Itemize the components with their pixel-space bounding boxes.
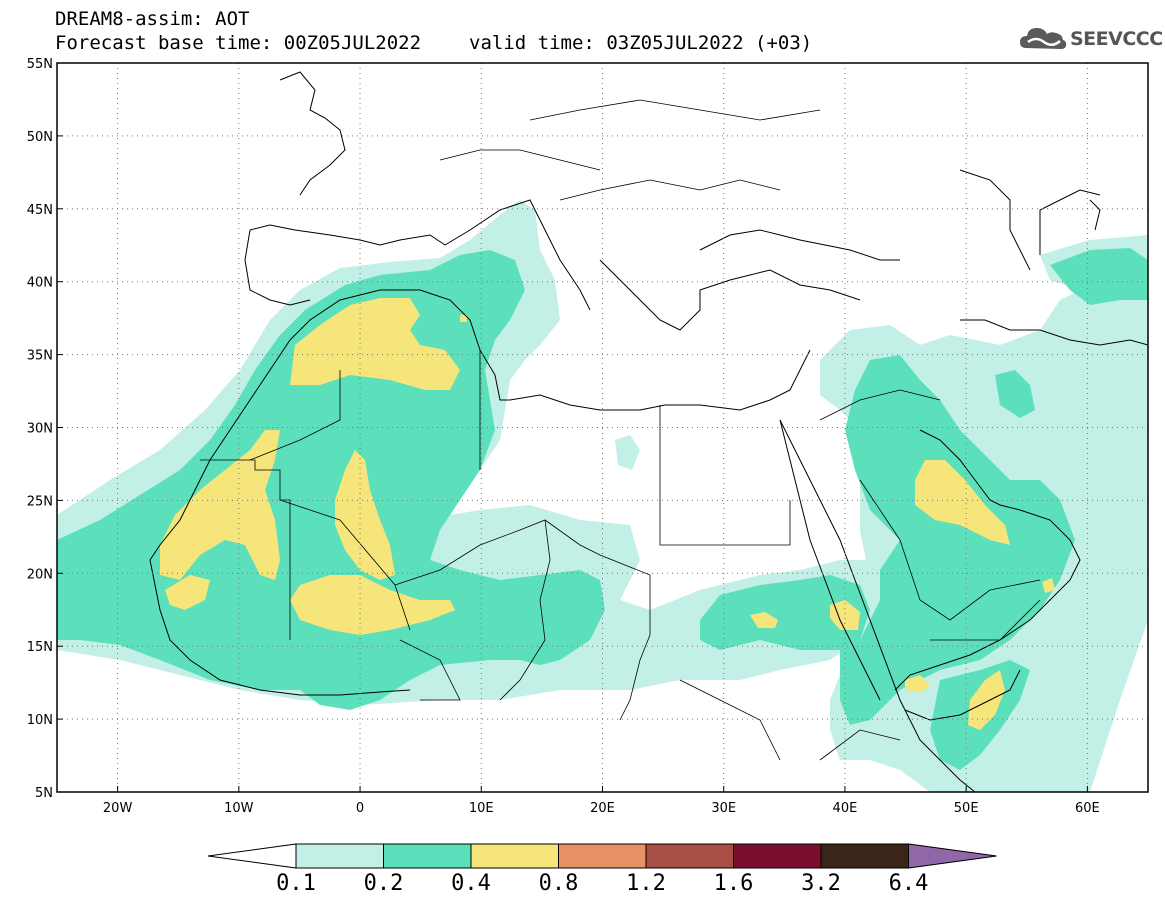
lat-label: 45N bbox=[27, 203, 53, 218]
lon-label: 30E bbox=[711, 801, 736, 816]
cloud-logo-icon bbox=[1020, 28, 1067, 49]
colorbar-swatch bbox=[383, 843, 472, 869]
colorbar-swatch bbox=[820, 843, 909, 869]
coastlines bbox=[149, 71, 1148, 792]
lon-label: 20W bbox=[103, 801, 133, 816]
country-borders bbox=[200, 99, 1041, 761]
lon-label: 50E bbox=[954, 801, 979, 816]
colorbar-label: 3.2 bbox=[801, 871, 841, 896]
lat-label: 40N bbox=[27, 276, 53, 291]
lon-label: 60E bbox=[1075, 801, 1100, 816]
colorbar-swatch bbox=[733, 843, 822, 869]
lon-label: 40E bbox=[833, 801, 858, 816]
lon-label: 0 bbox=[356, 801, 364, 816]
latitude-labels: 55N 50N 45N 40N 35N 30N 25N 20N 15N 10N 5N bbox=[27, 57, 63, 801]
colorbar-over-arrow bbox=[908, 843, 997, 869]
lat-label: 20N bbox=[27, 567, 53, 582]
colorbar-label: 0.2 bbox=[364, 871, 404, 896]
lat-label: 10N bbox=[27, 713, 53, 728]
colorbar-swatch bbox=[558, 843, 647, 869]
colorbar-label: 0.4 bbox=[451, 871, 491, 896]
lat-label: 15N bbox=[27, 640, 53, 655]
chart-title: DREAM8-assim: AOT bbox=[55, 8, 250, 30]
lon-label: 10W bbox=[224, 801, 254, 816]
seevccc-logo: SEEVCCC bbox=[1018, 22, 1163, 56]
lon-label: 10E bbox=[469, 801, 494, 816]
colorbar-label: 6.4 bbox=[889, 871, 929, 896]
colorbar-label: 0.1 bbox=[276, 871, 316, 896]
aot-fields bbox=[57, 200, 1148, 792]
colorbar-swatch bbox=[295, 843, 384, 869]
base-time: Forecast base time: 00Z05JUL2022 bbox=[55, 32, 422, 54]
lat-label: 5N bbox=[35, 786, 53, 801]
lat-label: 25N bbox=[27, 494, 53, 509]
colorbar bbox=[207, 843, 997, 869]
colorbar-label: 1.2 bbox=[626, 871, 666, 896]
colorbar-under-arrow bbox=[207, 843, 297, 869]
lat-label: 30N bbox=[27, 422, 53, 437]
colorbar-labels: 0.1 0.2 0.4 0.8 1.2 1.6 3.2 6.4 bbox=[276, 871, 928, 896]
logo-text: SEEVCCC bbox=[1070, 28, 1163, 50]
lon-label: 20E bbox=[590, 801, 615, 816]
valid-time: valid time: 03Z05JUL2022 (+03) bbox=[469, 32, 813, 54]
colorbar-label: 0.8 bbox=[539, 871, 579, 896]
aot-level-0-4 bbox=[160, 298, 1055, 730]
colorbar-swatch bbox=[470, 843, 559, 869]
colorbar-label: 1.6 bbox=[714, 871, 754, 896]
longitude-labels: 20W 10W 0 10E 20E 30E 40E 50E 60E bbox=[103, 786, 1100, 816]
lat-label: 35N bbox=[27, 349, 53, 364]
colorbar-swatch bbox=[645, 843, 734, 869]
time-info: Forecast base time: 00Z05JUL2022 valid ti… bbox=[55, 32, 812, 54]
lat-label: 55N bbox=[27, 57, 53, 72]
lat-label: 50N bbox=[27, 130, 53, 145]
